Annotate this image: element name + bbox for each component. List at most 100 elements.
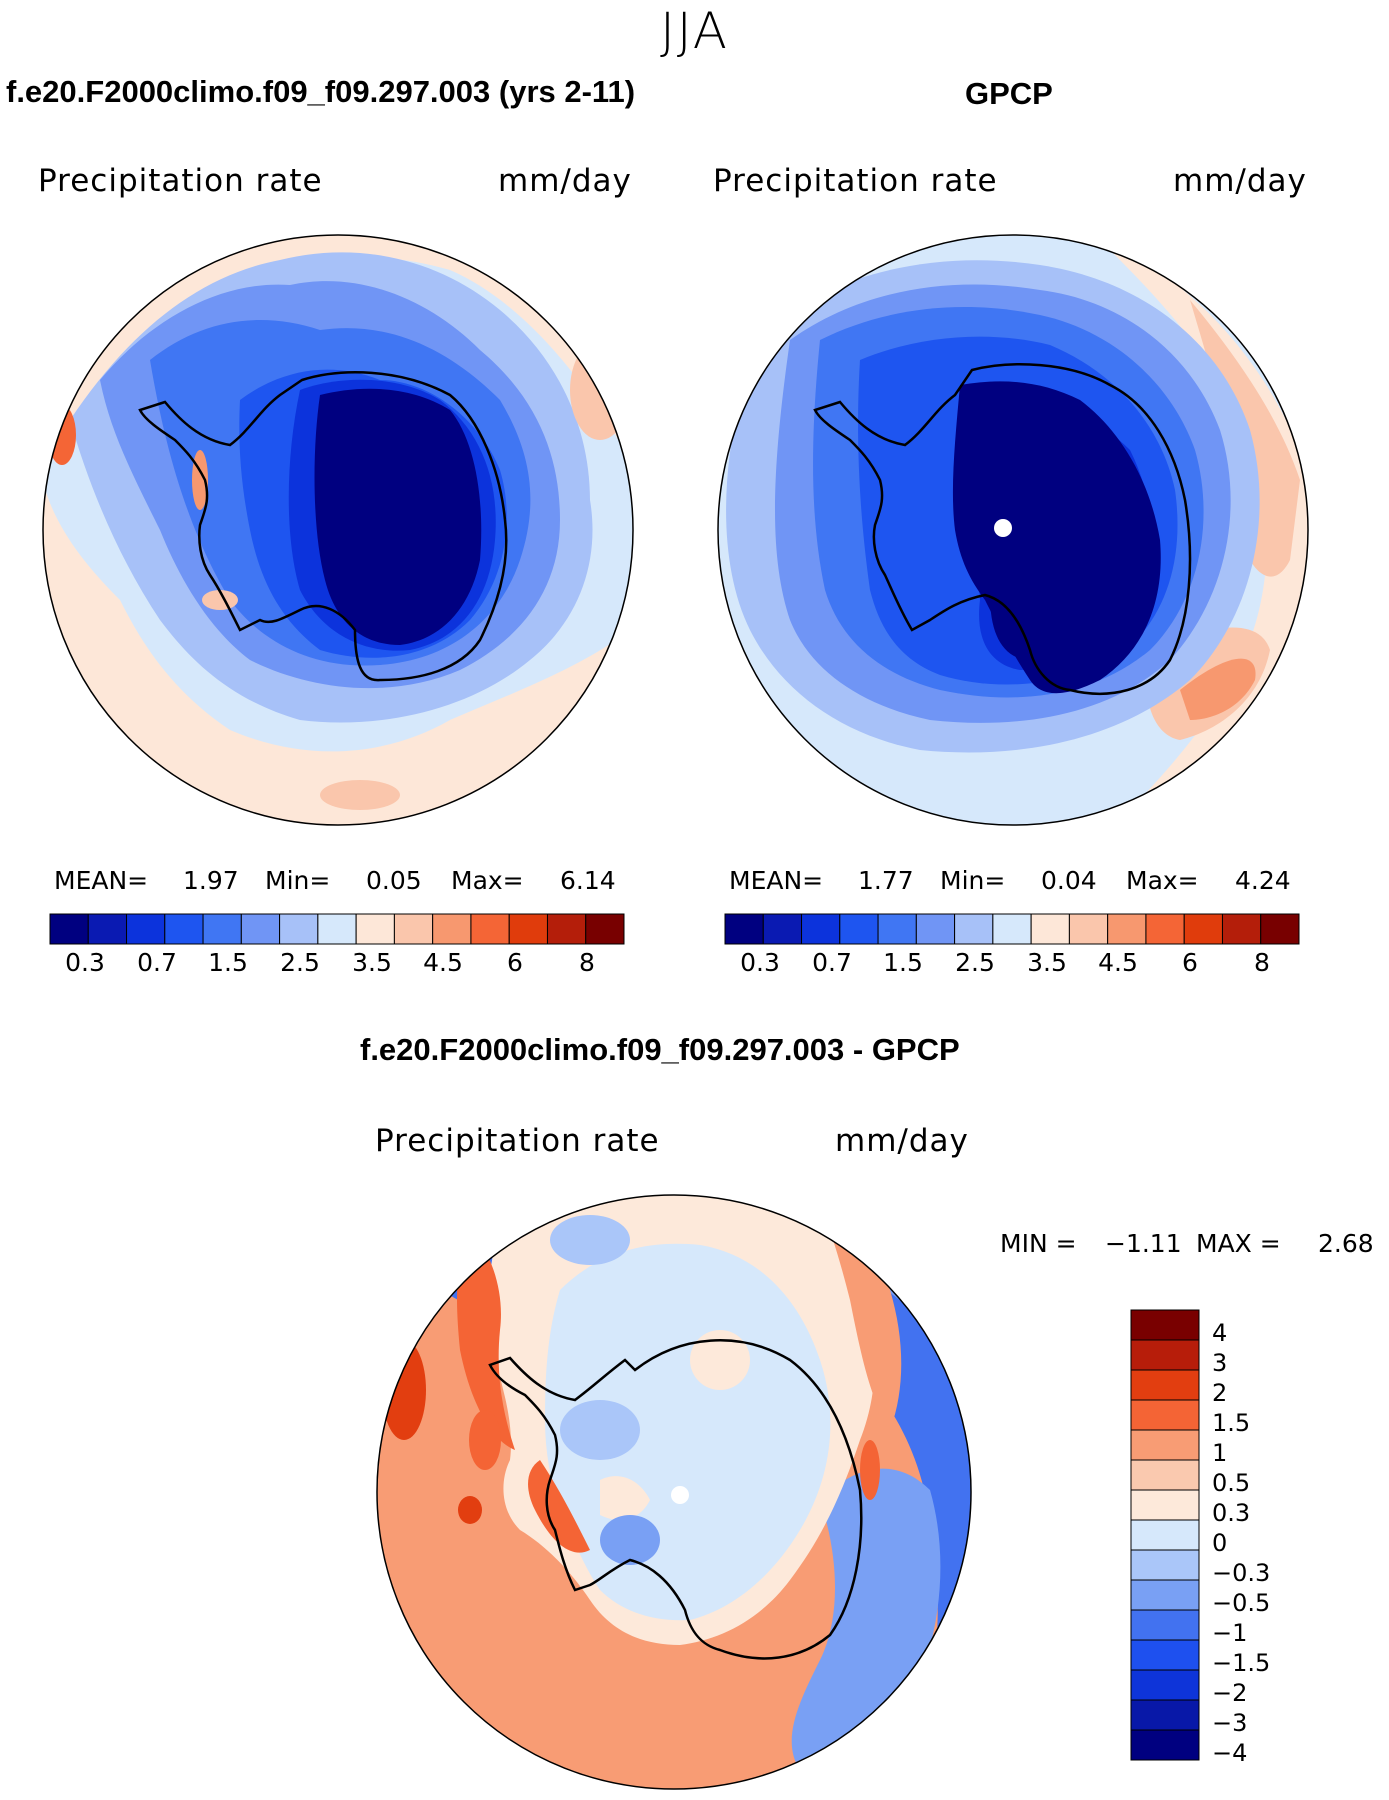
diff-cbar-tick: 1.5 [1212,1409,1251,1437]
diff-cbar-swatch [1130,1729,1200,1761]
model-map [43,235,633,825]
diff-cbar-tick: 1 [1212,1439,1228,1467]
diff-cbar-swatch [1130,1399,1200,1431]
diff-cbar-tick: −0.5 [1212,1589,1271,1617]
model-max-value: 6.14 [560,866,616,895]
obs-cbar-tick: 0.3 [740,948,780,977]
diff-cbar-swatch [1130,1579,1200,1611]
obs-cbar-swatch [1183,913,1223,945]
obs-colorbar [724,913,1300,945]
model-cbar-swatch [202,913,242,945]
obs-cbar-swatch [801,913,841,945]
diff-cbar-swatch [1130,1519,1200,1551]
model-cbar-swatch [87,913,128,945]
model-colorbar [49,913,625,945]
obs-cbar-swatch [954,913,994,945]
diff-max-value: 2.68 [1318,1229,1374,1258]
obs-cbar-tick: 3.5 [1027,948,1067,977]
model-mean-value: 1.97 [183,866,239,895]
obs-units-label: mm/day [1173,163,1307,199]
obs-cbar-swatch [724,913,764,945]
obs-cbar-swatch [1145,913,1185,945]
obs-max-label: Max= [1126,866,1199,895]
obs-mean-label: MEAN= [729,866,824,895]
season-title: JJA [660,2,729,60]
model-cbar-swatch [317,913,357,945]
diff-cbar-swatch [1130,1669,1200,1701]
obs-min-label: Min= [940,866,1006,895]
model-cbar-swatch [279,913,319,945]
model-cbar-tick: 0.3 [65,948,105,977]
diff-cbar-tick: −3 [1212,1709,1248,1737]
diff-min-label: MIN = [1000,1229,1077,1258]
model-panel-title: f.e20.F2000climo.f09_f09.297.003 (yrs 2-… [6,74,636,109]
model-min-value: 0.05 [366,866,422,895]
diff-cbar-tick: 3 [1212,1349,1228,1377]
obs-cbar-swatch [1221,913,1262,945]
obs-map [718,235,1308,825]
model-cbar-tick: 3.5 [352,948,392,977]
diff-cbar-tick: −4 [1212,1739,1248,1767]
diff-cbar-tick: 0.3 [1212,1499,1251,1527]
obs-cbar-tick: 2.5 [955,948,995,977]
diff-cbar-tick: −2 [1212,1679,1248,1707]
model-units-label: mm/day [498,163,632,199]
obs-cbar-swatch [1030,913,1070,945]
obs-cbar-swatch [839,913,879,945]
diff-cbar-tick: −0.3 [1212,1559,1271,1587]
diff-cbar-tick: −1 [1212,1619,1248,1647]
model-cbar-swatch [126,913,166,945]
diff-map-border [376,1194,972,1790]
model-mean-label: MEAN= [54,866,149,895]
diff-cbar-tick: 0 [1212,1529,1228,1557]
model-cbar-swatch [355,913,395,945]
diff-cbar-swatch [1130,1609,1200,1641]
diff-units-label: mm/day [835,1123,969,1159]
model-cbar-swatch [585,913,625,945]
model-map-border [42,234,634,826]
model-min-label: Min= [265,866,331,895]
obs-cbar-swatch [915,913,956,945]
obs-panel-title: GPCP [965,76,1053,111]
obs-cbar-swatch [1068,913,1109,945]
diff-cbar-swatch [1130,1699,1200,1731]
obs-variable-label: Precipitation rate [713,163,998,199]
model-cbar-swatch [164,913,204,945]
model-cbar-tick: 4.5 [423,948,463,977]
diff-colorbar [1130,1309,1200,1761]
obs-cbar-tick: 1.5 [883,948,923,977]
obs-cbar-tick: 8 [1254,948,1270,977]
model-cbar-tick: 8 [579,948,595,977]
obs-mean-value: 1.77 [858,866,914,895]
diff-cbar-swatch [1130,1489,1200,1521]
model-cbar-tick: 2.5 [280,948,320,977]
obs-cbar-swatch [877,913,917,945]
diff-cbar-swatch [1130,1309,1200,1341]
model-variable-label: Precipitation rate [38,163,323,199]
obs-cbar-tick: 6 [1182,948,1198,977]
diff-cbar-tick: 0.5 [1212,1469,1251,1497]
obs-cbar-swatch [762,913,803,945]
model-cbar-swatch [546,913,587,945]
obs-max-value: 4.24 [1235,866,1291,895]
model-cbar-tick: 6 [507,948,523,977]
obs-cbar-tick: 4.5 [1098,948,1138,977]
model-cbar-swatch [508,913,548,945]
diff-cbar-tick: −1.5 [1212,1649,1271,1677]
model-cbar-swatch [49,913,89,945]
obs-cbar-tick: 0.7 [812,948,852,977]
model-cbar-swatch [240,913,281,945]
diff-cbar-swatch [1130,1549,1200,1581]
obs-min-value: 0.04 [1041,866,1097,895]
model-cbar-swatch [432,913,472,945]
obs-cbar-swatch [992,913,1032,945]
model-max-label: Max= [451,866,524,895]
model-cbar-tick: 0.7 [137,948,177,977]
diff-cbar-swatch [1130,1429,1200,1461]
obs-map-border [717,234,1309,826]
model-cbar-swatch [470,913,510,945]
model-cbar-tick: 1.5 [208,948,248,977]
model-cbar-swatch [393,913,434,945]
